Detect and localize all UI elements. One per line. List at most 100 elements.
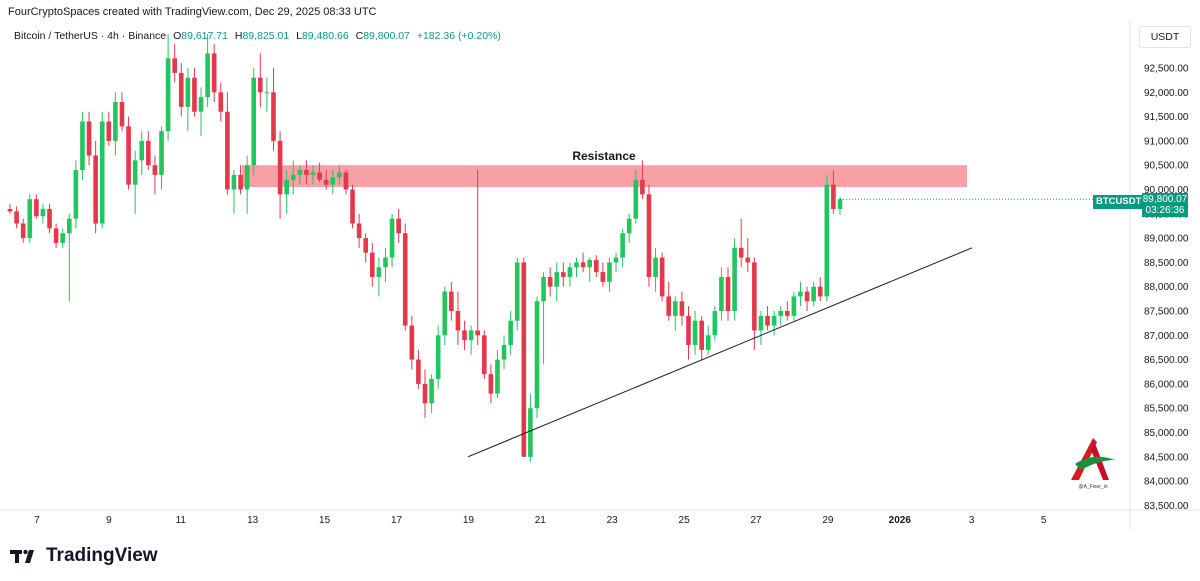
candle-body	[804, 291, 810, 302]
candle-body	[699, 320, 704, 350]
candle-body	[198, 97, 204, 112]
candle-body	[738, 247, 744, 258]
y-tick-label: 85,000.00	[1144, 428, 1189, 439]
candle-body	[765, 315, 770, 326]
open-label: O	[173, 30, 182, 42]
candle-body	[692, 320, 698, 346]
attribution-text: FourCryptoSpaces created with TradingVie…	[8, 6, 377, 18]
candle-body	[356, 223, 362, 239]
candle-body	[185, 77, 191, 107]
candle-body	[831, 184, 836, 209]
candle-body	[442, 291, 448, 336]
symbol-price-tag: BTCUSDT	[1093, 195, 1145, 209]
candle-body	[402, 233, 408, 326]
candle-body	[673, 301, 678, 316]
price-chart[interactable]: 92,500.00 92,000.00 91,500.00 91,000.00 90,5…	[0, 0, 1200, 530]
tradingview-logo-icon	[10, 549, 34, 563]
candle-body	[277, 140, 283, 195]
candle-body	[165, 58, 171, 132]
watermark-handle: @A_Fixer_in	[1079, 484, 1108, 490]
candle-body	[429, 379, 434, 404]
candle-body	[343, 172, 349, 190]
x-tick-label: 5	[1041, 515, 1047, 526]
author-logo-icon: @A_Fixer_in	[1071, 438, 1115, 490]
candle-body	[99, 121, 105, 224]
candle-body	[745, 257, 751, 263]
candle-body	[66, 218, 72, 234]
y-tick-label: 84,000.00	[1144, 477, 1189, 488]
close-value: 89,800.07	[363, 30, 410, 42]
y-tick-label: 89,000.00	[1144, 234, 1189, 245]
symbol-label[interactable]: Bitcoin / TetherUS · 4h · Binance	[14, 30, 167, 42]
candle-body	[146, 140, 151, 166]
candle-body	[455, 311, 461, 331]
candle-body	[514, 262, 520, 321]
candle-body	[574, 262, 579, 268]
candle-body	[528, 408, 533, 457]
bar-countdown: 03:26:36	[1145, 205, 1185, 216]
candle-body	[192, 77, 197, 112]
x-tick-label: 11	[176, 515, 187, 526]
y-tick-label: 88,500.00	[1144, 258, 1189, 269]
candle-body	[495, 359, 500, 394]
tradingview-brand[interactable]: TradingView	[10, 545, 158, 567]
candle-body	[580, 262, 586, 268]
candle-body	[7, 208, 13, 212]
candle-body	[238, 174, 243, 190]
candle-body	[40, 208, 46, 217]
candle-body	[317, 172, 322, 180]
x-tick-label: 2026	[889, 515, 912, 526]
candle-body	[567, 267, 573, 277]
candle-body	[837, 199, 843, 209]
candle-body	[791, 296, 797, 316]
candle-body	[258, 77, 263, 93]
candle-body	[126, 126, 131, 185]
candle-body	[60, 233, 66, 243]
currency-button[interactable]: USDT	[1139, 26, 1191, 48]
candle-body	[758, 315, 764, 331]
candle-body	[811, 286, 816, 302]
low-value: 89,480.66	[301, 30, 349, 42]
candle-body	[561, 272, 566, 277]
candle-body	[205, 53, 210, 98]
candle-body	[481, 335, 487, 375]
candle-body	[422, 383, 428, 404]
candle-body	[106, 121, 112, 141]
candle-body	[646, 194, 652, 277]
y-tick-label: 88,000.00	[1144, 282, 1189, 293]
candle-body	[686, 315, 691, 346]
candle-body	[225, 111, 230, 190]
high-label: H	[234, 30, 243, 42]
candle-body	[14, 211, 19, 224]
candle-body	[817, 286, 823, 297]
candle-body	[34, 199, 39, 217]
candle-body	[383, 257, 388, 268]
candle-body	[719, 276, 724, 311]
candle-body	[251, 77, 257, 166]
candle-body	[53, 228, 59, 243]
open-value: 89,617.71	[181, 30, 228, 42]
candle-body	[376, 267, 382, 277]
x-tick-label: 3	[969, 515, 975, 526]
y-tick-label: 90,500.00	[1144, 161, 1189, 172]
candle-body	[47, 208, 52, 229]
y-tick-label: 91,000.00	[1144, 136, 1189, 147]
candle-body	[297, 170, 303, 175]
candle-body	[27, 199, 33, 239]
candle-body	[600, 272, 606, 282]
y-tick-label: 84,500.00	[1144, 452, 1189, 463]
y-tick-label: 90,000.00	[1144, 185, 1189, 196]
resistance-zone	[242, 165, 967, 188]
candle-body	[798, 291, 803, 297]
candle-body	[271, 92, 276, 141]
candle-body	[732, 247, 737, 311]
y-tick-label: 86,500.00	[1144, 355, 1189, 366]
x-tick-label: 23	[607, 515, 619, 526]
candle-body	[416, 359, 421, 384]
candle-body	[323, 179, 329, 185]
candle-body	[231, 174, 237, 190]
candle-body	[139, 140, 145, 161]
candle-body	[824, 184, 830, 297]
candle-body	[712, 311, 718, 336]
x-tick-label: 13	[247, 515, 259, 526]
